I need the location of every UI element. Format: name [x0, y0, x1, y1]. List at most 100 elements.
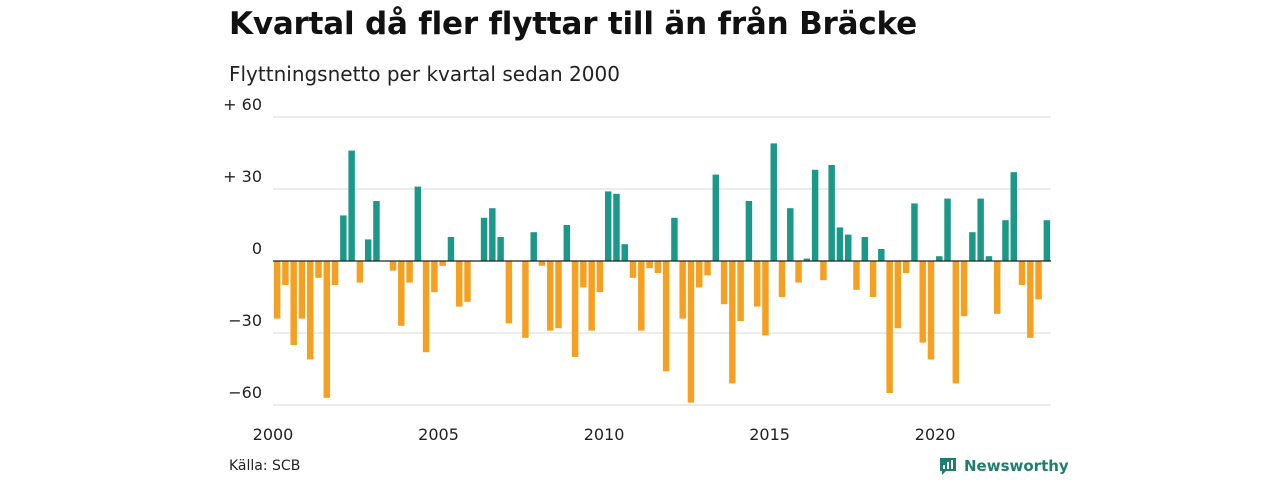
bar-positive — [977, 198, 984, 261]
bar-negative — [571, 261, 579, 357]
bar-negative — [753, 261, 761, 307]
bar-negative — [406, 261, 413, 283]
bar-positive — [1002, 220, 1009, 261]
bar-positive — [621, 244, 628, 261]
bar-negative — [778, 261, 786, 297]
bar-positive — [836, 227, 844, 261]
bar-positive — [770, 143, 777, 261]
bar-negative — [629, 261, 637, 278]
bar-negative — [331, 261, 339, 285]
bar-positive — [530, 232, 537, 261]
bar-negative — [762, 261, 769, 336]
brand-name: Newsworthy — [964, 457, 1069, 475]
bar-positive — [803, 258, 811, 261]
bar-negative — [894, 261, 902, 329]
bar-negative — [902, 261, 910, 273]
bar-negative — [273, 261, 281, 319]
bar-positive — [364, 239, 372, 261]
bar-negative — [389, 261, 397, 271]
bar-negative — [737, 261, 744, 321]
bar-negative — [1018, 261, 1026, 285]
bar-negative — [307, 261, 314, 360]
x-tick-label: 2010 — [584, 425, 625, 444]
bar-positive — [373, 201, 380, 261]
bar-negative — [315, 261, 322, 278]
bar-positive — [878, 249, 885, 261]
bar-negative — [795, 261, 802, 283]
axes: + 60 + 30 0 −30 −60 2000 2005 2010 2015 2020 — [223, 95, 1051, 444]
bar-negative — [431, 261, 438, 293]
y-tick-label: −30 — [228, 311, 262, 330]
bar-negative — [679, 261, 686, 319]
bar-positive — [1043, 220, 1051, 261]
bar-negative — [960, 261, 968, 317]
bar-negative — [1027, 261, 1034, 338]
bar-positive — [613, 193, 620, 261]
bar-positive — [985, 256, 993, 261]
bar-positive — [1010, 172, 1017, 261]
bar-negative — [323, 261, 331, 398]
bar-positive — [480, 217, 488, 261]
x-tick-label: 2015 — [749, 425, 790, 444]
bar-positive — [348, 150, 355, 261]
bar-negative — [1035, 261, 1042, 300]
bar-positive — [811, 169, 819, 261]
x-tick-label: 2020 — [915, 425, 956, 444]
bar-positive — [447, 237, 455, 261]
bar-negative — [580, 261, 587, 288]
bar-negative — [505, 261, 513, 324]
bar-negative — [654, 261, 662, 273]
bar-negative — [356, 261, 364, 283]
bar-negative — [547, 261, 554, 331]
bar-negative — [704, 261, 711, 276]
bar-negative — [853, 261, 860, 290]
bar-negative — [729, 261, 736, 384]
bar-negative — [662, 261, 670, 372]
bar-negative — [538, 261, 546, 266]
bar-positive — [787, 208, 794, 261]
bar-positive — [861, 237, 869, 261]
bar-negative — [282, 261, 289, 285]
bar-negative — [298, 261, 306, 319]
bar-positive — [936, 256, 943, 261]
bar-negative — [696, 261, 703, 288]
bar-negative — [555, 261, 562, 329]
bar-positive — [497, 237, 504, 261]
brand-logo: Newsworthy — [938, 456, 1069, 476]
bar-negative — [869, 261, 877, 297]
x-tick-label: 2005 — [418, 425, 459, 444]
newsworthy-logo-icon — [940, 458, 956, 475]
bar-positive — [828, 165, 835, 261]
bar-negative — [290, 261, 297, 345]
bar-negative — [596, 261, 604, 293]
chart-subtitle: Flyttningsnetto per kvartal sedan 2000 — [229, 62, 620, 86]
source-note: Källa: SCB — [229, 458, 301, 474]
bar-positive — [944, 198, 951, 261]
bar-negative — [720, 261, 728, 305]
bar-positive — [414, 186, 422, 261]
bar-negative — [439, 261, 446, 266]
bar-positive — [969, 232, 976, 261]
bar-positive — [489, 208, 496, 261]
bar-negative — [398, 261, 405, 326]
y-tick-label: −60 — [228, 383, 262, 402]
bar-negative — [886, 261, 893, 393]
bar-positive — [845, 234, 852, 261]
bar-negative — [422, 261, 430, 353]
chart-title: Kvartal då fler flyttar till än från Brä… — [229, 6, 917, 42]
bar-negative — [927, 261, 935, 360]
bar-negative — [588, 261, 595, 331]
bar-negative — [919, 261, 926, 343]
bar-positive — [911, 203, 918, 261]
y-tick-label: + 60 — [223, 95, 262, 114]
bar-negative — [687, 261, 695, 403]
y-tick-label: + 30 — [223, 167, 262, 186]
bar-positive — [340, 215, 347, 261]
bar-negative — [952, 261, 960, 384]
x-tick-label: 2000 — [253, 425, 294, 444]
bar-negative — [456, 261, 463, 307]
bar-negative — [993, 261, 1001, 314]
bar-positive — [563, 225, 571, 261]
bar-positive — [671, 217, 678, 261]
